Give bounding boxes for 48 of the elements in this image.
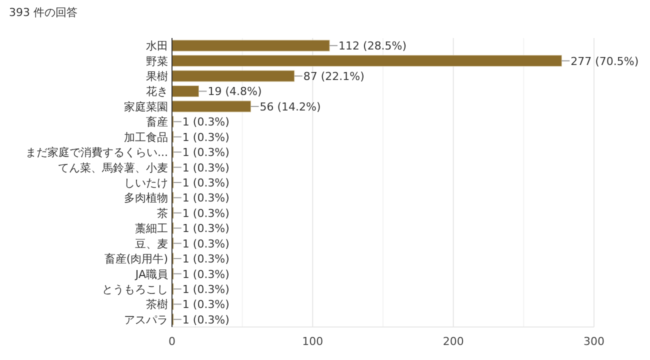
bar [172,100,252,112]
y-tick-label: とうもろこし [102,282,168,296]
text: 393 件の回答 [9,6,78,19]
y-tick-label: 藁細工 [135,222,168,236]
data-label: 1 (0.3%) [182,116,230,129]
data-label: 1 (0.3%) [182,146,230,160]
data-label: 1 (0.3%) [182,282,230,296]
data-label: 1 (0.3%) [182,161,230,174]
data-label: 112 (28.5%) [338,40,407,53]
y-tick-label: 豆、麦 [135,237,168,250]
bar [172,85,199,97]
data-label: 1 (0.3%) [182,192,230,205]
y-tick-label: 花き [146,85,168,98]
x-tick-label: 200 [442,335,464,348]
y-tick-label: 茶 [157,206,168,220]
data-label: 1 (0.3%) [182,313,230,326]
data-label: 1 (0.3%) [182,298,230,312]
x-tick-label: 0 [168,335,176,348]
data-label: 87 (22.1%) [303,70,364,84]
data-label: 1 (0.3%) [182,237,230,250]
data-label: 19 (4.8%) [208,85,262,98]
y-tick-label: しいたけ [124,176,168,190]
bar [172,55,562,67]
data-label: 1 (0.3%) [182,176,230,190]
data-label: 277 (70.5%) [570,54,639,68]
x-tick-label: 100 [302,335,324,348]
data-label: 1 (0.3%) [182,268,230,281]
data-label: 1 (0.3%) [182,206,230,220]
bar [172,70,295,82]
y-tick-label: 果樹 [146,70,168,84]
y-tick-label: 畜産 [146,116,168,129]
y-tick-label: まだ家庭で消費するくらい... [26,146,168,160]
y-tick-label: てん菜、馬鈴薯、小麦 [58,161,168,174]
y-tick-label: 水田 [146,40,168,53]
y-tick-label: 茶樹 [146,298,168,312]
data-label: 1 (0.3%) [182,130,230,144]
data-label: 56 (14.2%) [260,100,321,114]
y-tick-label: 野菜 [146,54,168,68]
data-label: 1 (0.3%) [182,222,230,236]
y-tick-label: JA職員 [134,268,168,281]
y-tick-label: アスパラ [124,313,168,326]
bar [172,40,330,52]
y-tick-label: 加工食品 [124,130,168,144]
x-tick-label: 300 [584,335,604,348]
y-tick-label: 家庭菜園 [124,100,168,114]
data-label: 1 (0.3%) [182,252,230,266]
y-tick-label: 畜産(肉用牛) [104,252,168,266]
y-tick-label: 多肉植物 [124,192,168,205]
